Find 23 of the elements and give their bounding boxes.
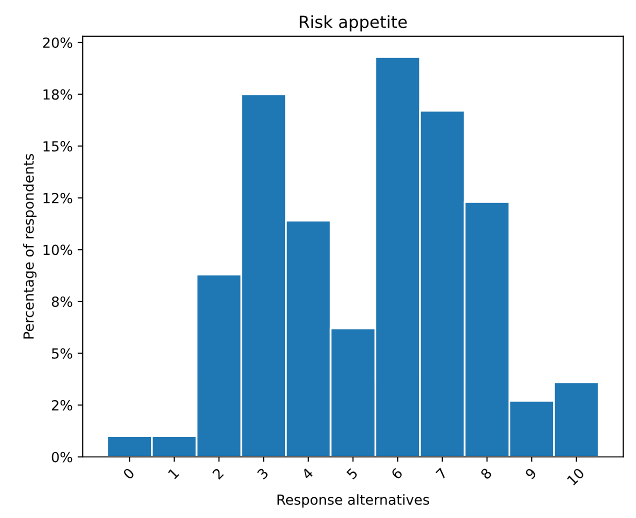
- y-tick-label: 20%: [43, 37, 72, 48]
- x-tick-label: 6: [390, 467, 404, 480]
- x-tick-label: 8: [480, 467, 492, 480]
- x-tick-label: 5: [346, 468, 358, 480]
- x-tick-label: 4: [301, 467, 314, 480]
- x-tick-label: 3: [256, 468, 269, 480]
- x-tick-label: 7: [436, 468, 448, 480]
- y-tick-label: 12%: [44, 192, 72, 204]
- y-axis-title: Percentage of respondents: [23, 154, 37, 338]
- x-tick-label: 2: [212, 468, 224, 480]
- x-tick-label: 0: [122, 467, 135, 480]
- x-tick-label: 9: [524, 467, 537, 480]
- y-tick-label: 5%: [52, 348, 72, 359]
- y-tick-label: 18%: [44, 89, 72, 100]
- x-tick-label: 10: [566, 467, 585, 486]
- x-tick-label: 1: [168, 468, 180, 480]
- y-tick-label: 2%: [52, 400, 72, 411]
- x-axis-title: Response alternatives: [278, 494, 430, 508]
- chart-title: Risk appetite: [300, 15, 407, 32]
- y-tick-label: 0%: [52, 452, 72, 462]
- y-tick-label: 15%: [44, 141, 72, 152]
- y-tick-label: 8%: [52, 296, 72, 307]
- y-tick-label: 10%: [44, 244, 72, 256]
